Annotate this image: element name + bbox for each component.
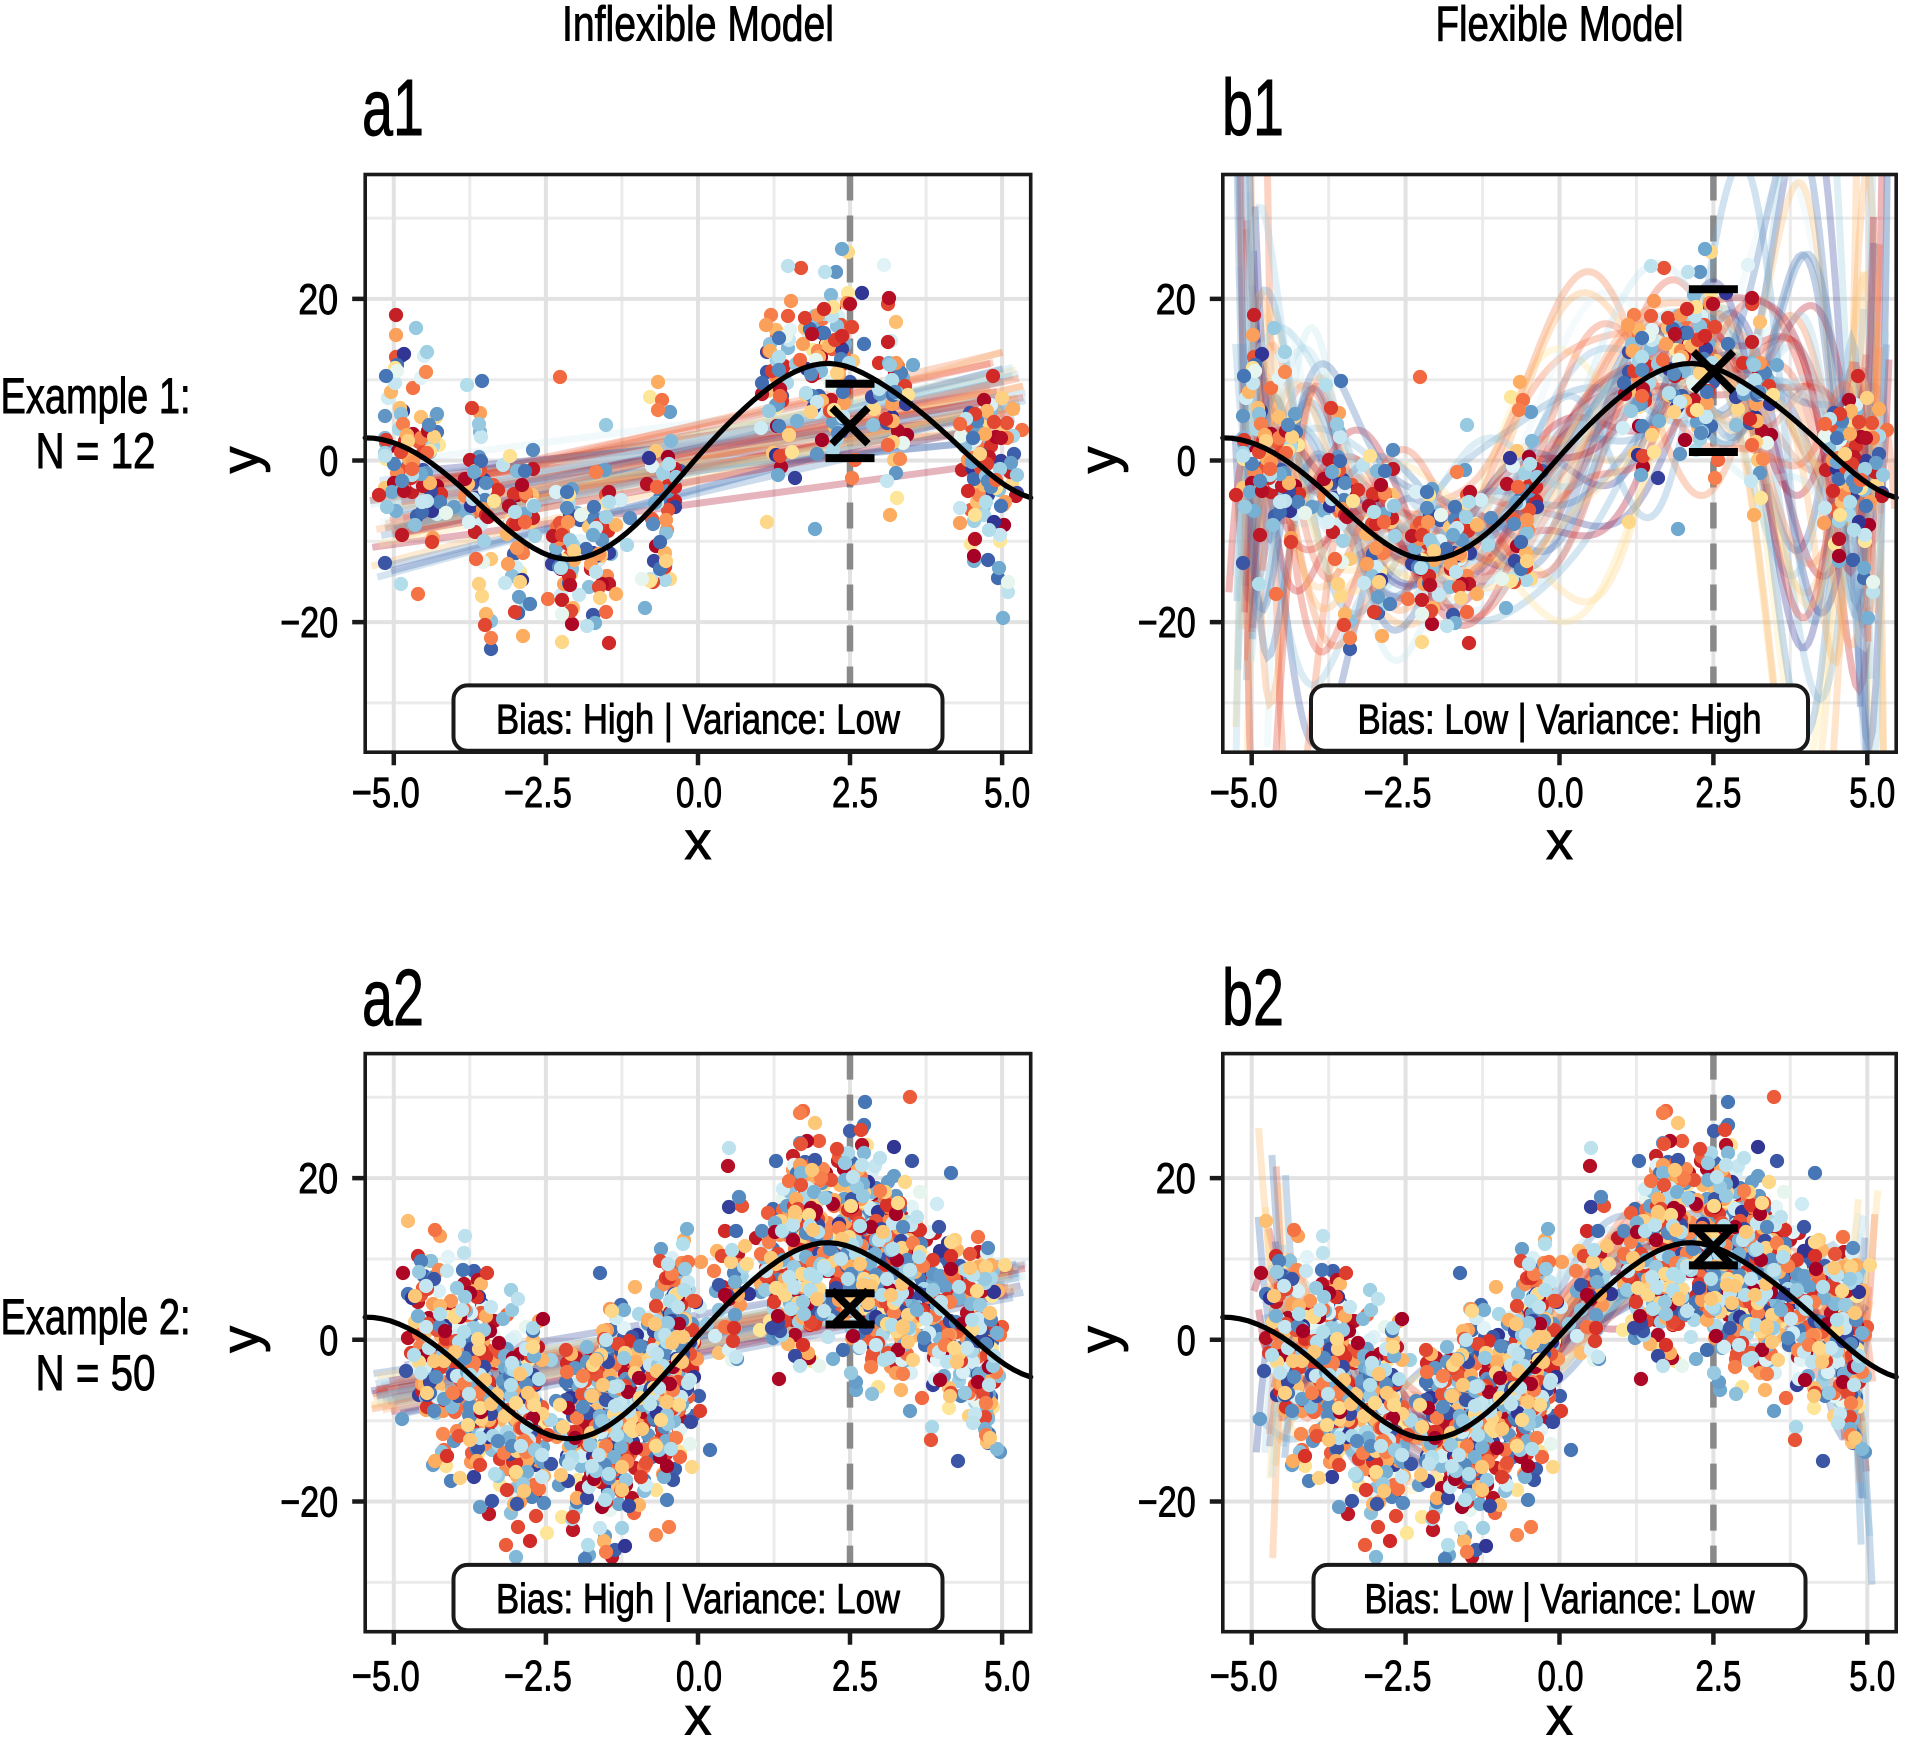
svg-text:−20: −20 — [1138, 599, 1196, 647]
svg-text:0: 0 — [319, 438, 338, 486]
svg-text:a1: a1 — [362, 63, 424, 152]
svg-text:b2: b2 — [1222, 953, 1284, 1042]
svg-text:20: 20 — [298, 276, 338, 324]
svg-text:y: y — [211, 447, 271, 474]
svg-text:−5.0: −5.0 — [1210, 769, 1278, 817]
svg-text:N = 12: N = 12 — [36, 423, 156, 479]
svg-text:0: 0 — [1177, 438, 1196, 486]
svg-text:2.5: 2.5 — [832, 1653, 878, 1701]
svg-text:Example 1:: Example 1: — [1, 368, 191, 424]
svg-text:x: x — [1546, 811, 1573, 871]
svg-text:−2.5: −2.5 — [504, 769, 572, 817]
svg-text:Flexible Model: Flexible Model — [1436, 0, 1684, 52]
svg-text:a2: a2 — [362, 953, 424, 1042]
svg-text:N = 50: N = 50 — [36, 1345, 156, 1401]
svg-text:0.0: 0.0 — [676, 769, 722, 817]
svg-text:−5.0: −5.0 — [352, 1653, 420, 1701]
svg-text:y: y — [211, 1326, 271, 1353]
svg-text:Inflexible Model: Inflexible Model — [562, 0, 834, 52]
svg-text:Bias: High | Variance: Low: Bias: High | Variance: Low — [496, 1575, 901, 1622]
svg-text:0: 0 — [319, 1317, 338, 1365]
svg-text:−20: −20 — [280, 1479, 338, 1527]
svg-text:−20: −20 — [280, 599, 338, 647]
svg-text:Bias: High | Variance: Low: Bias: High | Variance: Low — [496, 695, 901, 742]
svg-text:5.0: 5.0 — [984, 769, 1030, 817]
svg-text:−5.0: −5.0 — [352, 769, 420, 817]
svg-text:20: 20 — [1156, 276, 1196, 324]
svg-text:Bias: Low | Variance: High: Bias: Low | Variance: High — [1358, 695, 1762, 742]
svg-text:2.5: 2.5 — [1695, 769, 1741, 817]
svg-text:5.0: 5.0 — [1849, 769, 1895, 817]
svg-text:x: x — [685, 1687, 712, 1740]
svg-text:0.0: 0.0 — [1538, 769, 1584, 817]
svg-text:−2.5: −2.5 — [1364, 769, 1432, 817]
svg-text:0.0: 0.0 — [676, 1653, 722, 1701]
svg-text:y: y — [1069, 447, 1129, 474]
svg-text:Example 2:: Example 2: — [1, 1289, 191, 1345]
svg-text:20: 20 — [298, 1155, 338, 1203]
svg-text:2.5: 2.5 — [832, 769, 878, 817]
svg-text:5.0: 5.0 — [984, 1653, 1030, 1701]
svg-text:−2.5: −2.5 — [504, 1653, 572, 1701]
svg-text:b1: b1 — [1222, 63, 1284, 152]
svg-text:x: x — [685, 811, 712, 871]
